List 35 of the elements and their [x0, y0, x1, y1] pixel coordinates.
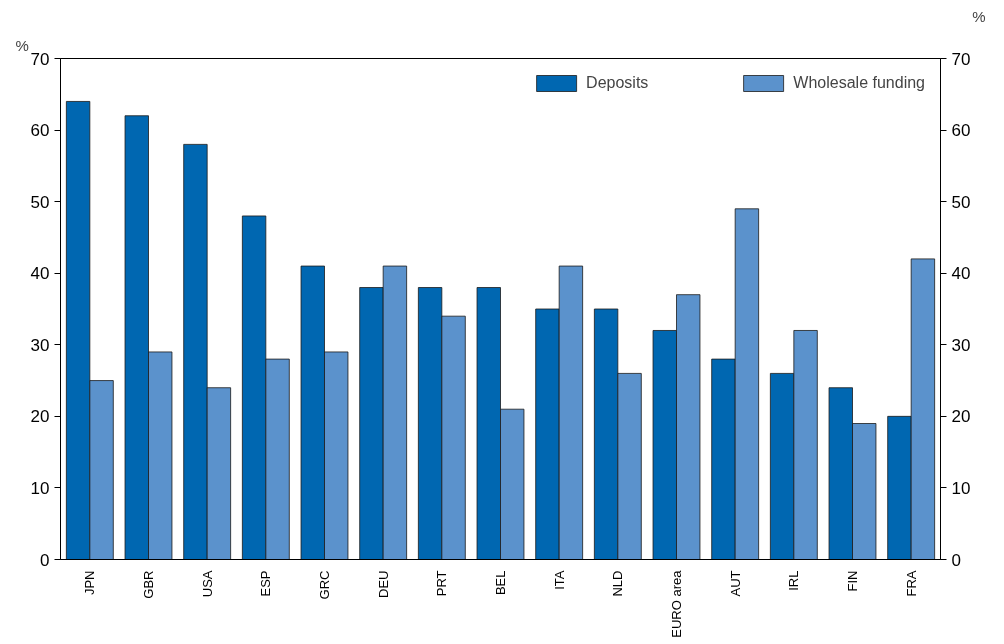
x-tick-label: GBR: [141, 570, 156, 599]
legend-label: Deposits: [586, 74, 649, 92]
y-tick-label: 30: [30, 335, 50, 355]
y2-axis-title: %: [972, 7, 986, 25]
y-tick-label: 20: [30, 407, 50, 427]
x-tick-label: NLD: [610, 570, 626, 597]
y2-tick-label: 40: [951, 264, 971, 284]
x-tick-label: ITA: [551, 570, 567, 590]
y2-tick-label: 30: [951, 335, 971, 355]
x-tick-label: DEU: [375, 570, 391, 598]
y2-tick-label: 60: [951, 121, 971, 141]
x-tick-label: BEL: [493, 570, 508, 596]
y-axis-title: %: [15, 36, 29, 54]
x-tick-label: EURO area: [669, 569, 684, 638]
x-tick-label: JPN: [82, 570, 98, 596]
legend-label: Wholesale funding: [793, 74, 925, 92]
y-tick-label: 10: [30, 478, 50, 498]
y-tick-label: 70: [30, 49, 50, 69]
x-tick-label: FRA: [903, 570, 919, 597]
y2-tick-label: 0: [951, 550, 961, 570]
y-tick-label: 40: [30, 264, 50, 284]
y-tick-label: 60: [30, 121, 50, 141]
x-tick-label: ESP: [258, 570, 274, 597]
y2-tick-label: 50: [951, 192, 971, 212]
x-tick-label: AUT: [727, 570, 743, 597]
y2-tick-label: 20: [951, 407, 971, 427]
y-tick-label: 50: [30, 192, 50, 212]
x-tick-label: PRT: [434, 570, 450, 597]
x-tick-label: USA: [199, 570, 215, 598]
x-tick-label: GRC: [317, 570, 332, 600]
y2-tick-label: 10: [951, 478, 971, 498]
x-tick-label: FIN: [845, 570, 860, 592]
y-tick-label: 0: [40, 550, 50, 570]
x-tick-label: IRL: [786, 570, 802, 591]
y2-tick-label: 70: [951, 49, 971, 69]
